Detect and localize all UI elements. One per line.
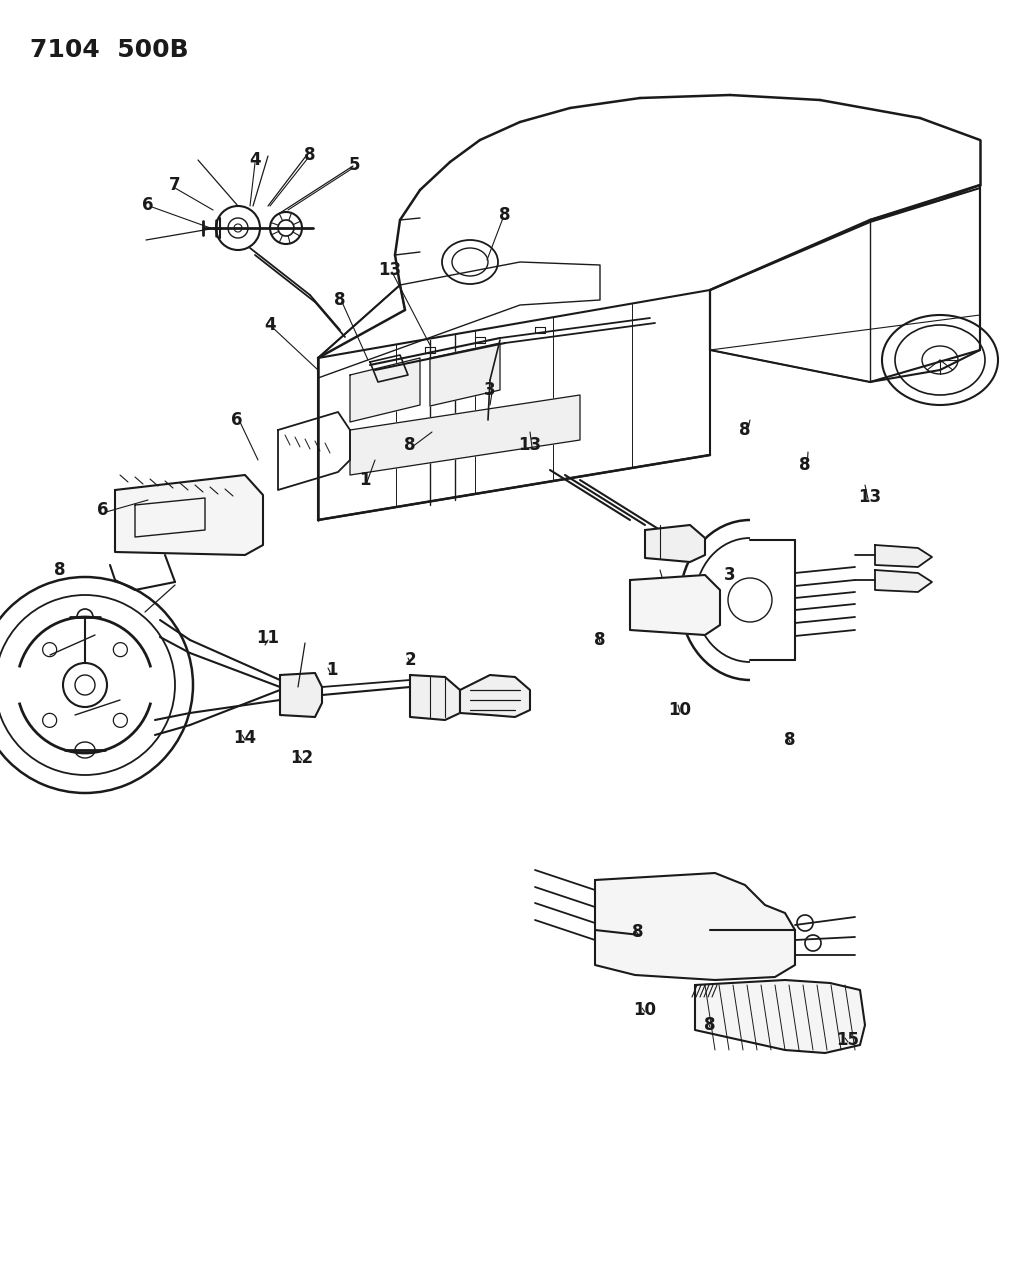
Polygon shape	[280, 673, 322, 717]
Text: 8: 8	[632, 923, 644, 941]
Polygon shape	[645, 525, 705, 562]
Text: 8: 8	[334, 291, 345, 309]
Text: 8: 8	[304, 147, 316, 164]
Text: 13: 13	[859, 488, 882, 506]
Text: 10: 10	[633, 1001, 656, 1019]
Polygon shape	[115, 476, 263, 555]
Text: 10: 10	[668, 701, 692, 719]
Text: 7104  500B: 7104 500B	[30, 38, 189, 62]
Text: 3: 3	[484, 381, 496, 399]
Polygon shape	[430, 343, 500, 405]
Text: 2: 2	[404, 652, 416, 669]
Text: 8: 8	[499, 207, 510, 224]
Polygon shape	[350, 358, 420, 422]
Text: 7: 7	[169, 176, 180, 194]
Text: 14: 14	[234, 729, 256, 747]
Text: 6: 6	[232, 411, 243, 428]
Text: 1: 1	[359, 470, 371, 490]
Text: 13: 13	[378, 261, 402, 279]
Polygon shape	[875, 544, 932, 567]
Text: 6: 6	[142, 196, 154, 214]
Text: 8: 8	[739, 421, 750, 439]
Polygon shape	[350, 395, 580, 476]
Polygon shape	[630, 575, 720, 635]
Text: 13: 13	[519, 436, 541, 454]
Text: 11: 11	[256, 629, 280, 646]
Text: 8: 8	[54, 561, 66, 579]
Text: 8: 8	[404, 436, 416, 454]
Polygon shape	[695, 980, 865, 1053]
Polygon shape	[875, 570, 932, 592]
Text: 4: 4	[249, 150, 260, 170]
Text: 6: 6	[97, 501, 109, 519]
Text: 8: 8	[594, 631, 606, 649]
Text: 5: 5	[350, 156, 361, 173]
Polygon shape	[594, 873, 795, 980]
Polygon shape	[460, 674, 530, 717]
Text: 1: 1	[326, 660, 338, 680]
Text: 12: 12	[290, 748, 314, 768]
Text: 8: 8	[800, 456, 811, 474]
Text: 8: 8	[704, 1016, 715, 1034]
Polygon shape	[410, 674, 460, 720]
Text: 3: 3	[725, 566, 736, 584]
Text: 4: 4	[264, 316, 276, 334]
Text: 8: 8	[784, 731, 795, 748]
Text: 15: 15	[836, 1031, 860, 1049]
